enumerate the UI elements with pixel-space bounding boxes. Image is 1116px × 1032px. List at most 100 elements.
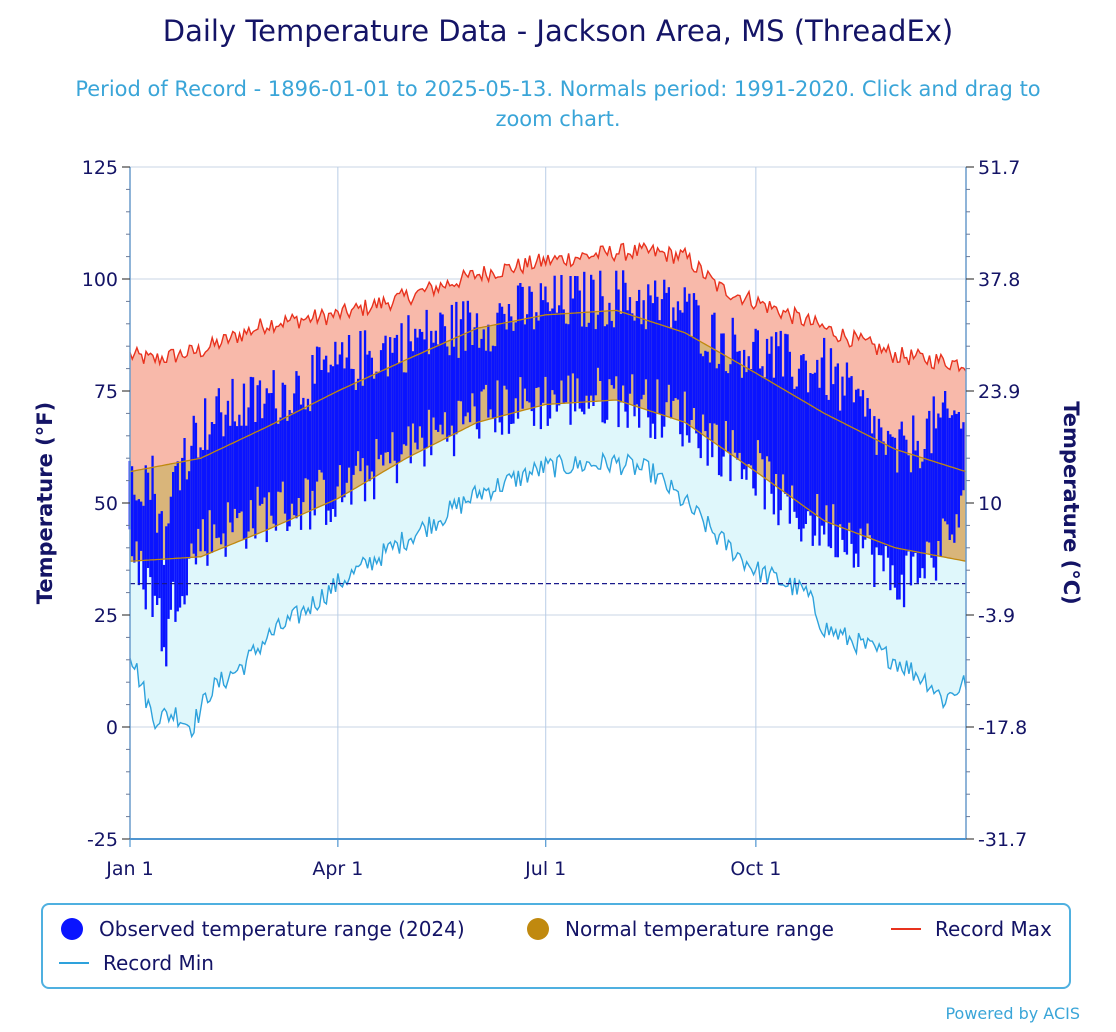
observed-bar [923,449,926,579]
observed-bar [192,415,195,554]
observed-bar [775,332,778,474]
observed-bar [905,439,908,556]
observed-bar [256,385,259,487]
observed-bar [882,441,885,572]
observed-bar [898,429,901,600]
observed-bar [839,410,842,525]
observed-bar [471,345,474,394]
observed-bar [960,428,963,496]
observed-bar [142,505,145,590]
observed-bar [647,284,650,418]
observed-bar [521,286,524,409]
observed-bar [578,290,581,409]
observed-bar [962,422,965,491]
observed-bar [626,310,629,428]
observed-bar [628,297,632,394]
observed-bar [733,334,737,453]
observed-bar [359,331,362,472]
observed-bar [928,410,931,543]
observed-bar [347,335,351,468]
observed-bar [306,398,310,480]
observed-bar [224,414,227,557]
observed-bar [199,447,202,552]
x-tick-label: Jan 1 [105,858,153,880]
observed-bar [532,329,536,426]
legend-record-max[interactable]: Record Max [891,917,1052,941]
observed-bar [660,299,664,438]
observed-bar [722,333,725,457]
observed-bar [181,457,184,597]
observed-bar [811,373,814,546]
observed-bar [907,455,910,552]
observed-bar [695,299,698,434]
observed-bar [877,418,881,556]
observed-bar [891,436,894,566]
observed-bar [608,302,611,380]
observed-dot-icon [61,918,83,940]
observed-bar [249,376,252,501]
observed-bar [325,355,328,525]
observed-bar [236,426,239,519]
observed-bar [254,422,257,539]
observed-bar [512,330,515,424]
observed-bar [439,312,442,425]
observed-bar [585,326,588,396]
observed-bar [622,270,625,386]
observed-bar [567,324,570,376]
observed-bar [944,391,947,522]
observed-bar [295,371,298,519]
observed-bar [836,363,839,558]
legend-observed[interactable]: Observed temperature range (2024) [61,917,465,941]
temperature-chart[interactable]: 125 100 75 50 25 0 -25 51.7 37.8 23.9 10 -3.9 -17.8… [0,0,1116,900]
observed-bar [859,396,862,529]
observed-bar [548,311,552,419]
observed-bar [551,308,554,391]
observed-bar [411,351,415,424]
observed-bar [688,293,691,443]
legend-normal[interactable]: Normal temperature range [527,917,834,941]
observed-bar [279,417,282,493]
observed-bar [802,354,805,529]
observed-bar [921,461,924,569]
observed-bar [505,329,508,390]
observed-bar [245,425,248,549]
observed-bar [286,420,289,531]
observed-bar [165,526,168,667]
observed-bar [418,329,421,427]
legend-record-min[interactable]: Record Min [59,951,214,975]
observed-bar [391,352,394,433]
observed-bar [711,314,714,458]
observed-bar [564,323,568,403]
y-tick-label: -25 [87,829,118,851]
observed-bar [786,334,789,497]
observed-bar [194,422,198,565]
observed-bar [784,333,787,494]
observed-bar [514,322,517,399]
observed-bar [151,455,154,617]
observed-bar [526,314,529,402]
observed-bar [320,370,323,473]
observed-bar [749,369,753,466]
observed-bar [233,421,236,509]
observed-bar [763,377,766,510]
observed-bar [843,395,846,553]
observed-bar [258,380,262,506]
powered-by-acis-link[interactable]: Powered by ACIS [945,1004,1080,1023]
observed-bar [804,360,807,524]
observed-bar [610,320,613,386]
observed-bar [267,393,271,493]
observed-bar [704,350,707,432]
observed-bar [583,271,586,415]
observed-bar [537,320,540,388]
observed-bar [213,424,216,525]
observed-bar [475,313,479,430]
observed-bar [729,364,732,482]
observed-bar [220,412,223,545]
observed-bar [736,351,739,460]
observed-bar [868,408,871,536]
observed-bar [788,351,791,524]
observed-bar [731,317,734,431]
observed-bar [304,409,307,479]
observed-bar [594,329,597,396]
observed-bar [644,329,648,380]
